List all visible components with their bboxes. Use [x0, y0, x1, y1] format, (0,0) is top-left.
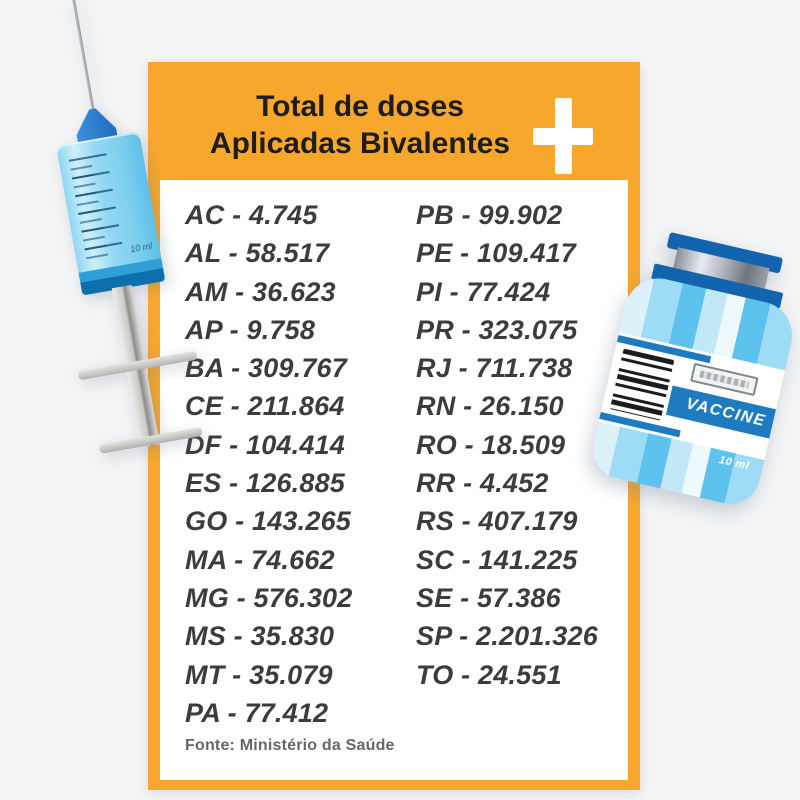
dose-row: ES - 126.885: [185, 468, 346, 499]
syringe-barrel-icon: 10 ml: [56, 131, 166, 296]
dose-row: SP - 2.201.326: [416, 621, 598, 652]
doses-column-right: PB - 99.902 PE - 109.417 PI - 77.424 PR - 3…: [416, 196, 598, 694]
dose-row: GO - 143.265: [185, 506, 351, 537]
vaccine-name-band: VACCINE: [665, 385, 786, 441]
dose-row: AC - 4.745: [185, 200, 318, 230]
dose-row: PE - 109.417: [416, 238, 577, 269]
dose-row: AP - 9.758: [185, 314, 316, 345]
title-line-2: Aplicadas Bivalentes: [209, 127, 511, 160]
dose-row: RR - 4.452: [416, 468, 549, 499]
doses-column-left: AC - 4.745 AL - 58.517 AM - 36.623 AP - 9.7…: [185, 196, 353, 732]
dose-row: SE - 57.386: [416, 582, 561, 613]
dose-row: RJ - 711.738: [416, 353, 573, 384]
dose-row: CE - 211.864: [185, 391, 345, 422]
medical-plus-icon: [533, 98, 593, 174]
barcode-icon: [609, 348, 675, 421]
dose-row: AM - 36.623: [185, 276, 336, 307]
info-card: Total de doses Aplicadas Bivalentes AC -…: [148, 62, 640, 790]
dose-row: TO - 24.551: [416, 659, 562, 690]
dose-row: AL - 58.517: [185, 238, 330, 269]
dose-row: PR - 323.075: [416, 314, 578, 345]
title-line-1: Total de doses: [256, 90, 464, 123]
dose-row: RN - 26.150: [416, 391, 564, 422]
dose-row: PA - 77.412: [185, 697, 329, 728]
dose-row: PI - 77.424: [416, 276, 551, 307]
vial-body: VACCINE 10 ml: [587, 271, 799, 510]
dose-row: PB - 99.902: [416, 200, 563, 230]
dose-row: MG - 576.302: [185, 582, 353, 613]
dose-row: SC - 141.225: [416, 544, 578, 575]
dose-row: MA - 74.662: [185, 544, 335, 575]
syringe-needle-icon: [71, 0, 96, 116]
dose-row: RO - 18.509: [416, 429, 566, 460]
doses-panel: AC - 4.745 AL - 58.517 AM - 36.623 AP - 9.7…: [160, 180, 628, 780]
dose-row: DF - 104.414: [185, 429, 345, 460]
dose-row: RS - 407.179: [416, 506, 578, 537]
dose-row: MS - 35.830: [185, 621, 335, 652]
page-title: Total de doses Aplicadas Bivalentes: [166, 88, 554, 162]
source-caption: Fonte: Ministério da Saúde: [185, 737, 395, 754]
vial-label: VACCINE: [598, 332, 786, 461]
dose-row: BA - 309.767: [185, 353, 347, 384]
dose-row: MT - 35.079: [185, 659, 333, 690]
plus-horizontal-bar: [533, 128, 593, 145]
vial-volume-label: 10 ml: [717, 454, 751, 473]
syringe-volume-label: 10 ml: [129, 240, 153, 255]
